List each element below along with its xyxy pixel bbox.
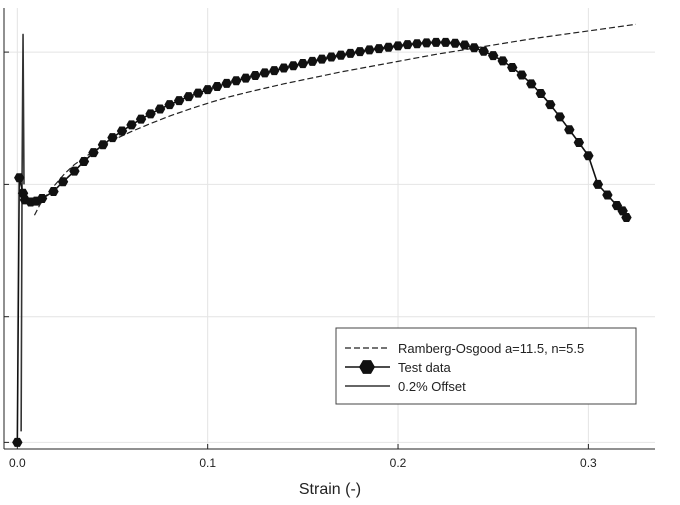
data-point-test-data [383, 42, 394, 52]
data-point-test-data [535, 89, 546, 99]
data-point-test-data [173, 96, 185, 106]
series-line-0-2-offset [20, 33, 25, 432]
data-point-test-data [421, 38, 432, 48]
legend-swatch-test-data-marker [359, 360, 375, 374]
data-point-test-data [440, 37, 451, 47]
data-point-test-data [564, 125, 575, 135]
data-point-test-data [48, 186, 59, 196]
data-point-test-data [430, 37, 442, 47]
data-point-test-data [221, 78, 232, 88]
x-axis-label: Strain (-) [299, 481, 361, 498]
axes-layer [3, 8, 655, 450]
data-point-test-data [97, 140, 109, 150]
data-point-test-data [116, 126, 128, 136]
data-point-test-data [345, 48, 356, 58]
series-0-2-offset [20, 33, 25, 432]
data-point-test-data [78, 156, 90, 166]
data-point-test-data [583, 151, 594, 161]
tick-label-layer: 0.0 0.1 0.2 0.3 [9, 456, 597, 470]
data-point-test-data [592, 179, 604, 189]
x-tick-label-1: 0.1 [199, 456, 216, 470]
grid-layer [4, 8, 655, 449]
data-point-test-data [278, 63, 290, 73]
data-point-test-data [14, 173, 25, 183]
legend-label-test-data: Test data [398, 360, 452, 375]
data-point-test-data [107, 133, 118, 143]
data-point-test-data [154, 104, 166, 114]
legend: Ramberg-Osgood a=11.5, n=5.5 Test data 0… [335, 327, 637, 405]
data-point-test-data [516, 70, 527, 80]
data-point-test-data [145, 109, 156, 119]
series-test-data [12, 37, 632, 447]
legend-label-ramberg-osgood: Ramberg-Osgood a=11.5, n=5.5 [398, 341, 584, 356]
data-point-test-data [126, 120, 137, 130]
data-point-test-data [307, 56, 318, 66]
data-point-test-data [392, 41, 404, 51]
data-point-test-data [364, 45, 375, 55]
data-point-test-data [497, 56, 508, 66]
data-point-test-data [573, 138, 585, 148]
data-point-test-data [183, 92, 194, 102]
data-point-test-data [468, 43, 480, 53]
legend-label-offset: 0.2% Offset [398, 379, 466, 394]
data-point-test-data [88, 148, 99, 158]
data-point-test-data [231, 76, 242, 86]
x-tick-label-2: 0.2 [390, 456, 407, 470]
data-point-test-data [478, 46, 489, 56]
data-point-test-data [459, 40, 470, 50]
data-point-test-data [57, 177, 69, 187]
data-point-test-data [164, 100, 175, 110]
data-point-test-data [602, 190, 613, 200]
data-point-test-data [69, 166, 80, 176]
data-point-test-data [335, 50, 347, 60]
series-layer [12, 23, 637, 447]
data-point-test-data [545, 100, 556, 110]
data-point-test-data [135, 114, 147, 124]
data-point-test-data [354, 47, 366, 57]
data-point-test-data [12, 437, 23, 447]
data-point-test-data [192, 88, 204, 98]
data-point-test-data [373, 44, 385, 54]
data-point-test-data [202, 85, 213, 95]
data-point-test-data [554, 112, 566, 122]
data-point-test-data [269, 66, 280, 76]
data-point-test-data [288, 61, 299, 71]
data-point-test-data [259, 68, 270, 78]
data-point-test-data [449, 38, 461, 48]
data-point-test-data [326, 52, 337, 62]
data-point-test-data [211, 81, 223, 91]
data-point-test-data [36, 194, 48, 204]
data-point-test-data [507, 63, 518, 73]
data-point-test-data [402, 40, 413, 50]
data-point-test-data [240, 73, 251, 83]
x-tick-label-3: 0.3 [580, 456, 597, 470]
data-point-test-data [411, 39, 423, 49]
data-point-test-data [488, 51, 499, 61]
data-point-test-data [297, 59, 309, 69]
data-point-test-data [250, 70, 261, 80]
legend-box [335, 327, 637, 405]
x-tick-label-0: 0.0 [9, 456, 26, 470]
data-point-test-data [526, 79, 537, 89]
data-point-test-data [621, 212, 632, 222]
data-point-test-data [316, 54, 328, 64]
